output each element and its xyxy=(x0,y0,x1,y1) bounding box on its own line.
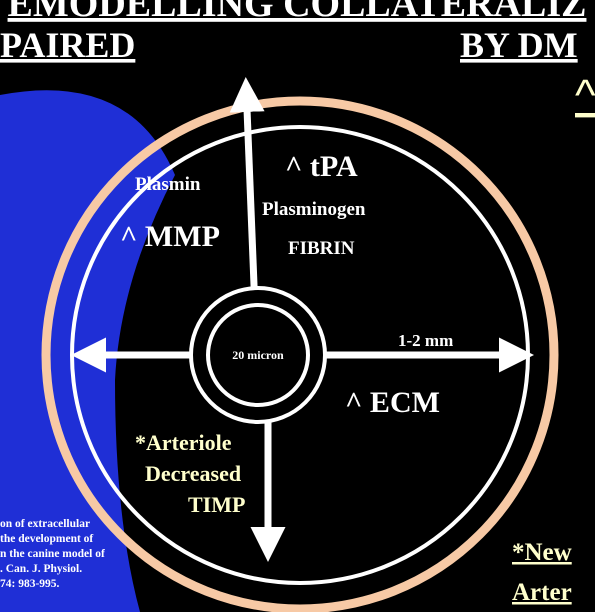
caret-top-right: ^ xyxy=(575,71,595,120)
label-mmp: ^ MMP xyxy=(120,220,220,253)
reference-line: on of extracellular xyxy=(0,518,90,530)
footer-line1: *New xyxy=(512,539,572,566)
label-ecm: ^ ECM xyxy=(345,386,440,419)
label-arteriole: *Arteriole xyxy=(135,430,232,455)
center-label: 20 micron xyxy=(232,348,284,362)
label-timp: TIMP xyxy=(188,492,245,517)
footer-line2: Arter xyxy=(512,579,572,606)
label-fibrin: FIBRIN xyxy=(288,238,355,259)
label-size: 1-2 mm xyxy=(398,331,453,350)
reference-line: n the canine model of xyxy=(0,548,105,560)
label-plasmin: Plasmin xyxy=(135,174,201,195)
slide-title-line1: EMODELLING COLLATERALIZ xyxy=(8,0,587,25)
outer-ring xyxy=(41,96,559,612)
reference-line: 74: 983-995. xyxy=(0,578,60,590)
slide-title-line2-right: BY DM xyxy=(460,25,578,65)
reference-text: on of extracellular the development of n… xyxy=(0,518,105,590)
label-tpa: ^ tPA xyxy=(285,150,358,183)
reference-line: . Can. J. Physiol. xyxy=(0,563,82,575)
label-decreased: Decreased xyxy=(145,461,241,486)
arrow-up xyxy=(229,77,265,311)
slide-title-line2-left: PAIRED xyxy=(0,25,135,65)
reference-line: the development of xyxy=(0,533,93,545)
center-inner-circle xyxy=(206,303,310,407)
label-plasminogen: Plasminogen xyxy=(262,199,366,220)
